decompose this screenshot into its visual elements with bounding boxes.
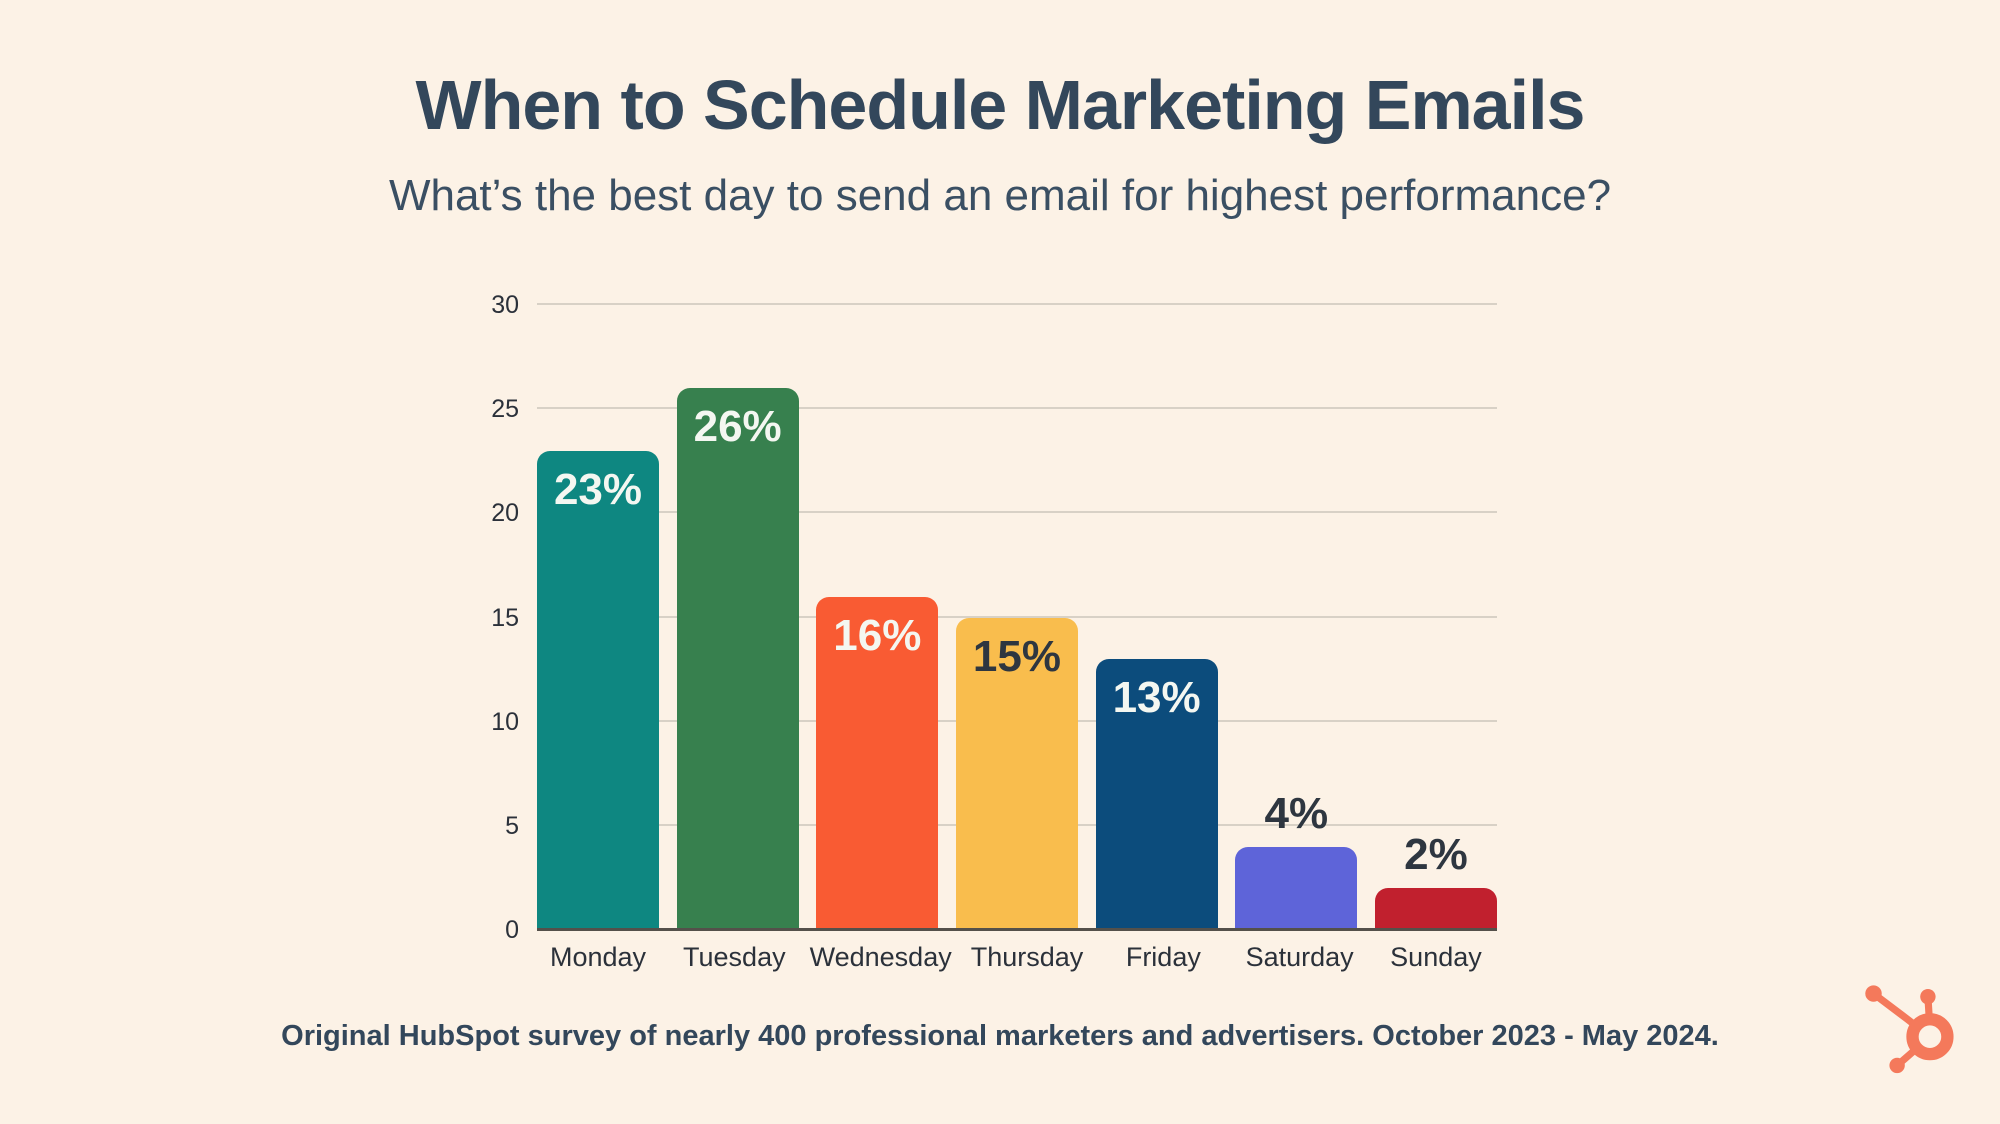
y-axis-ticks: 0 5 10 15 20 25 30 [407,292,519,943]
bar-value-label-monday: 23% [553,464,643,514]
x-axis-labels: Monday Tuesday Wednesday Thursday Friday Satu… [537,942,1497,973]
y-tick-label-5: 5 [505,811,519,840]
bar-value-label-saturday: 4% [1264,788,1329,838]
bar-value-label-sunday: 2% [1404,830,1468,880]
bar-monday: 23% [537,450,659,930]
page-title: When to Schedule Marketing Emails [415,66,1586,144]
gridline-20 [537,511,1497,514]
y-tick-label-15: 15 [491,603,519,632]
hubspot-logo-icon [1865,985,1954,1074]
gridline-25 [537,407,1497,410]
bar-saturday: 4% [1235,789,1358,930]
y-tick-label-30: 30 [491,291,519,319]
bar-series: 23% 26% 16% 15% 13% 4% 2% [537,305,1497,930]
y-tick-label-20: 20 [491,499,519,528]
source-note: Original HubSpot survey of nearly 400 pr… [281,1020,1719,1052]
gridline-15 [537,615,1497,618]
page-subtitle: What’s the best day to send an email for… [388,171,1612,220]
bar-value-label-wednesday: 16% [833,610,922,660]
bar-friday: 13% [1095,659,1218,930]
gridline-30 [537,303,1497,305]
bar-wednesday: 16% [816,596,939,930]
x-axis-label-friday: Friday [1125,942,1201,972]
y-tick-label-25: 25 [491,395,519,424]
bar-thursday: 15% [955,617,1078,930]
x-axis-line [537,928,1497,931]
bar-sunday: 2% [1374,830,1497,930]
bar-value-label-tuesday: 26% [693,402,782,452]
y-tick-label-10: 10 [491,707,519,736]
bar-chart-plot-area: 23% 26% 16% 15% 13% 4% 2% [537,303,1497,931]
bar-value-label-thursday: 15% [972,631,1061,681]
y-tick-label-0: 0 [505,916,519,944]
x-axis-label-monday: Monday [549,942,647,972]
x-axis-label-thursday: Thursday [970,942,1084,972]
bar-tuesday: 26% [676,388,799,930]
x-axis-label-saturday: Saturday [1245,942,1354,972]
x-axis-label-tuesday: Tuesday [683,942,786,972]
x-axis-label-sunday: Sunday [1390,942,1482,972]
x-axis-label-wednesday: Wednesday [809,942,952,972]
bar-value-label-friday: 13% [1112,673,1201,723]
